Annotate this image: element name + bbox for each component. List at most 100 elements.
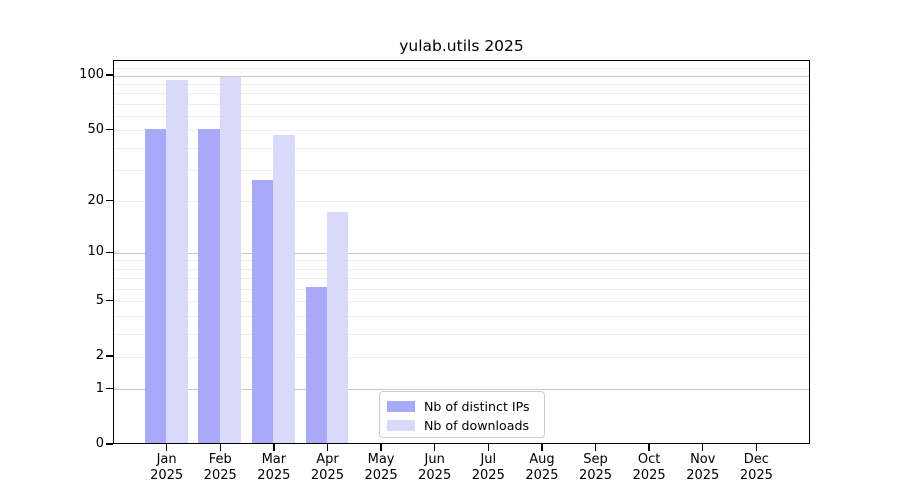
- x-tick-label-apr: Apr 2025: [295, 452, 359, 483]
- y-tick-mark-50: [106, 129, 113, 131]
- bar-nb-of-downloads-apr: [326, 211, 349, 443]
- year-label: 2025: [310, 467, 344, 483]
- legend: Nb of distinct IPs Nb of downloads: [379, 391, 545, 438]
- y-tick-mark-10: [106, 251, 113, 254]
- month-label: Aug: [529, 452, 555, 467]
- x-tick-mark-jun: [433, 444, 436, 451]
- year-label: 2025: [739, 467, 773, 483]
- year-label: 2025: [203, 467, 237, 483]
- month-label: Jan: [156, 452, 177, 467]
- y-tick-label-50: 50: [87, 121, 104, 137]
- gridline-110: [114, 68, 809, 70]
- month-label: Sep: [583, 452, 608, 467]
- year-label: 2025: [686, 467, 720, 483]
- y-tick-mark-100: [106, 74, 113, 76]
- gridline-2: [114, 356, 809, 358]
- y-tick-mark-20: [106, 199, 113, 202]
- month-label: May: [367, 452, 395, 467]
- year-label: 2025: [632, 467, 666, 483]
- gridline-100: [114, 75, 809, 77]
- year-label: 2025: [418, 467, 452, 483]
- x-tick-label-may: May 2025: [349, 452, 413, 483]
- legend-entry-nb-of-downloads: Nb of downloads: [387, 416, 544, 435]
- bar-nb-of-downloads-mar: [273, 135, 295, 443]
- year-label: 2025: [578, 467, 613, 483]
- x-tick-mark-dec: [755, 444, 758, 451]
- gridline-90: [114, 83, 809, 85]
- y-tick-label-1: 1: [95, 380, 104, 396]
- x-tick-mark-mar: [273, 444, 275, 451]
- year-label: 2025: [471, 467, 505, 483]
- bar-nb-of-downloads-feb: [219, 76, 242, 443]
- chart-title: yulab.utils 2025: [399, 37, 524, 55]
- x-tick-label-oct: Oct 2025: [617, 452, 681, 483]
- gridline-70: [114, 103, 809, 105]
- y-tick-label-20: 20: [87, 192, 104, 208]
- x-tick-label-mar: Mar 2025: [242, 452, 306, 483]
- y-tick-mark-0: [106, 443, 113, 445]
- x-tick-mark-oct: [648, 444, 650, 451]
- legend-swatch-icon: [387, 401, 415, 412]
- month-label: Feb: [208, 452, 232, 467]
- y-tick-mark-1: [106, 387, 113, 390]
- x-tick-label-dec: Dec 2025: [724, 452, 788, 483]
- month-label: Nov: [690, 452, 716, 467]
- x-tick-label-nov: Nov 2025: [671, 452, 735, 483]
- gridline-9: [114, 260, 809, 262]
- month-label: Mar: [261, 452, 287, 467]
- x-tick-mark-feb: [219, 444, 221, 451]
- y-tick-label-5: 5: [95, 292, 104, 308]
- month-label: Apr: [316, 452, 339, 467]
- month-label: Dec: [743, 452, 769, 467]
- x-tick-label-feb: Feb 2025: [188, 452, 252, 483]
- gridline-50: [114, 130, 809, 132]
- gridline-40: [114, 147, 809, 149]
- x-tick-mark-may: [380, 444, 382, 451]
- y-tick-label-0: 0: [95, 436, 104, 451]
- y-tick-mark-2: [106, 355, 113, 357]
- x-tick-label-jul: Jul 2025: [456, 452, 520, 483]
- x-tick-mark-jan: [165, 444, 168, 451]
- gridline-30: [114, 170, 809, 171]
- bar-nb-of-distinct-ips-apr: [305, 287, 327, 443]
- bar-nb-of-distinct-ips-mar: [251, 179, 274, 443]
- gridline-20: [114, 201, 809, 203]
- gridline-60: [114, 115, 809, 117]
- x-tick-label-sep: Sep 2025: [564, 452, 628, 483]
- year-label: 2025: [150, 467, 184, 483]
- year-label: 2025: [364, 467, 398, 483]
- legend-entry-nb-of-distinct-ips: Nb of distinct IPs: [387, 397, 544, 416]
- legend-label: Nb of downloads: [424, 418, 530, 433]
- legend-label: Nb of distinct IPs: [424, 399, 530, 414]
- gridline-7: [114, 278, 809, 280]
- gridline-5: [114, 301, 809, 303]
- gridline-4: [114, 315, 809, 317]
- x-tick-mark-jul: [487, 444, 489, 451]
- x-tick-label-jan: Jan 2025: [135, 452, 199, 483]
- y-tick-mark-5: [106, 300, 113, 302]
- year-label: 2025: [525, 467, 559, 483]
- bar-nb-of-distinct-ips-jan: [144, 128, 167, 443]
- y-tick-label-100: 100: [79, 67, 104, 83]
- month-label: Jun: [424, 452, 445, 467]
- month-label: Oct: [637, 452, 661, 467]
- plot-area: Nb of distinct IPs Nb of downloads: [113, 60, 810, 444]
- x-tick-mark-apr: [326, 444, 329, 451]
- bar-nb-of-downloads-jan: [166, 79, 188, 443]
- gridline-3: [114, 333, 809, 335]
- y-tick-label-2: 2: [95, 348, 104, 364]
- month-label: Jul: [480, 452, 497, 467]
- gridline-10: [114, 252, 809, 254]
- x-tick-label-aug: Aug 2025: [510, 452, 574, 483]
- x-tick-label-jun: Jun 2025: [403, 452, 467, 483]
- bar-nb-of-distinct-ips-feb: [198, 128, 220, 443]
- legend-swatch-icon: [387, 420, 415, 431]
- year-label: 2025: [257, 467, 291, 483]
- gridline-6: [114, 288, 809, 290]
- gridline-8: [114, 268, 809, 270]
- x-tick-mark-aug: [541, 444, 543, 451]
- gridline-1: [114, 389, 809, 391]
- x-tick-mark-nov: [702, 444, 704, 451]
- gridline-80: [114, 93, 809, 95]
